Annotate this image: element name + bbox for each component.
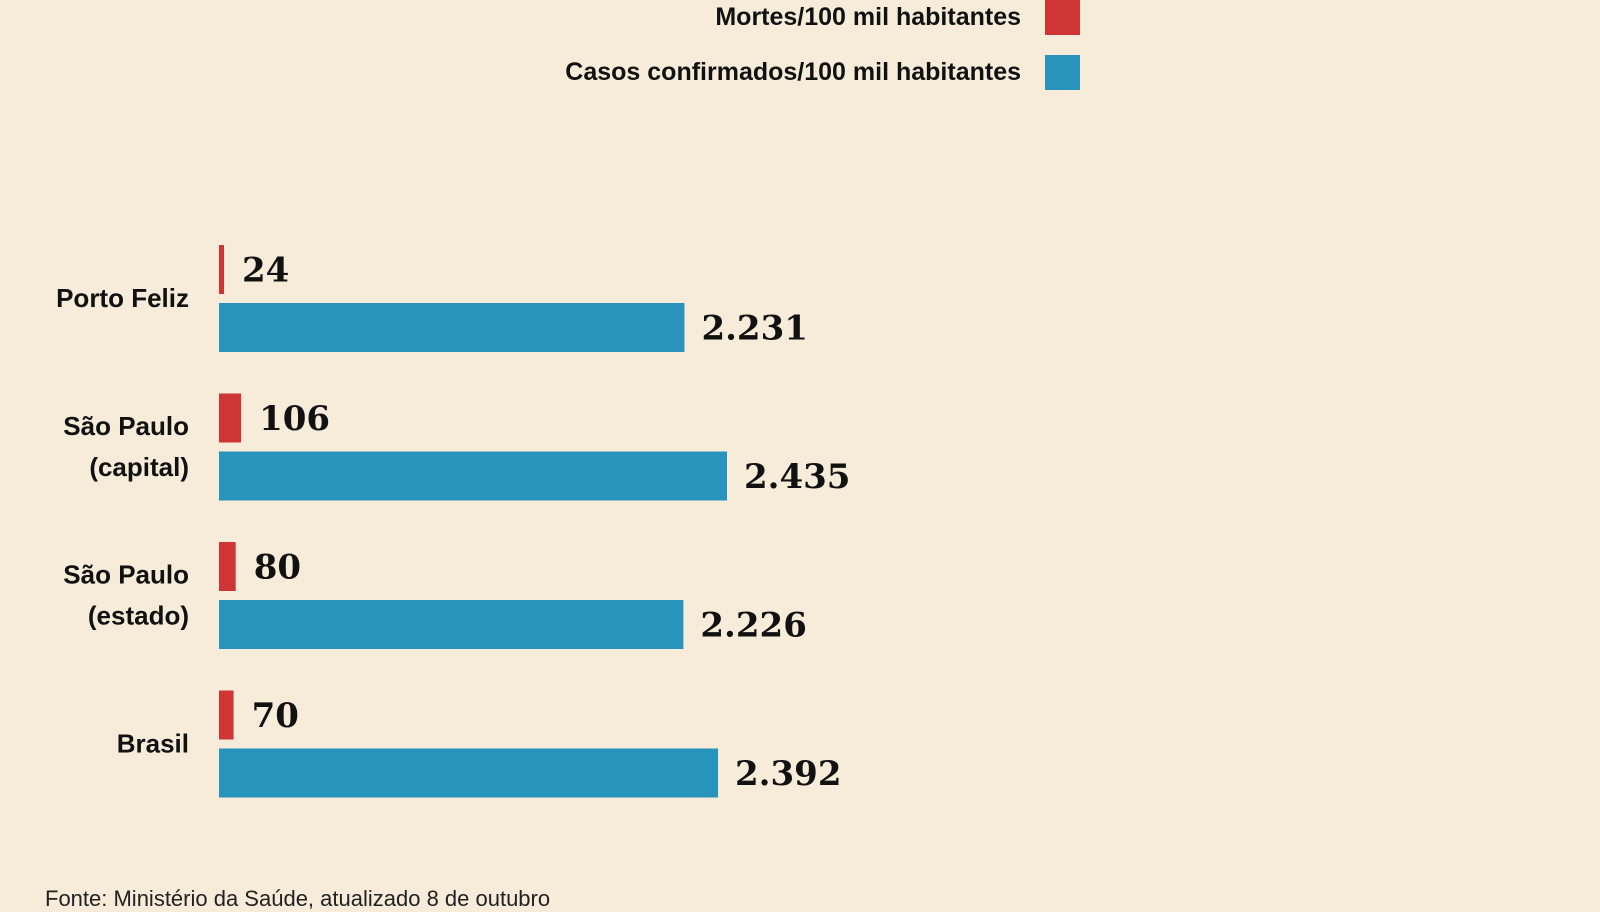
bar-deaths xyxy=(219,542,236,591)
bar-cases xyxy=(219,600,684,649)
category-label: São Paulo (estado) xyxy=(63,560,189,631)
value-label-cases: 2.226 xyxy=(700,606,806,646)
value-label-cases: 2.435 xyxy=(744,457,850,497)
legend-swatch-cases xyxy=(1045,55,1080,90)
value-label-deaths: 70 xyxy=(252,696,299,736)
category-label-line: Porto Feliz xyxy=(56,283,189,313)
legend-label-deaths: Mortes/100 mil habitantes xyxy=(715,3,1021,31)
value-label-cases: 2.392 xyxy=(735,754,841,794)
category-label-line: (capital) xyxy=(89,452,189,482)
legend-item-deaths: Mortes/100 mil habitantes xyxy=(715,0,1080,35)
source-note: Fonte: Ministério da Saúde, atualizado 8… xyxy=(45,886,551,911)
category-label-line: (estado) xyxy=(88,601,189,631)
legend-swatch-deaths xyxy=(1045,0,1080,35)
bar-deaths xyxy=(219,393,242,443)
bar-cases xyxy=(219,748,719,798)
legend-label-cases: Casos confirmados/100 mil habitantes xyxy=(565,58,1021,86)
value-label-deaths: 80 xyxy=(254,548,301,588)
legend-item-cases: Casos confirmados/100 mil habitantes xyxy=(565,55,1080,90)
bar-deaths xyxy=(219,690,234,740)
category-label-line: São Paulo xyxy=(63,411,189,441)
category-label: São Paulo (capital) xyxy=(63,411,189,482)
value-label-cases: 2.231 xyxy=(701,309,807,349)
category-label: Brasil xyxy=(117,729,189,759)
legend: Mortes/100 mil habitantes Casos confirma… xyxy=(320,0,1080,100)
category-label: Porto Feliz xyxy=(56,283,189,313)
value-label-deaths: 24 xyxy=(242,251,289,291)
bar-chart: Porto Feliz 24 2.231 São Paulo (capital) 106 2… xyxy=(56,245,850,798)
category-label-line: Brasil xyxy=(117,729,189,759)
bar-deaths xyxy=(219,245,225,294)
bar-cases xyxy=(219,303,685,352)
category-label-line: São Paulo xyxy=(63,560,189,590)
bar-cases xyxy=(219,451,727,501)
value-label-deaths: 106 xyxy=(259,399,330,439)
